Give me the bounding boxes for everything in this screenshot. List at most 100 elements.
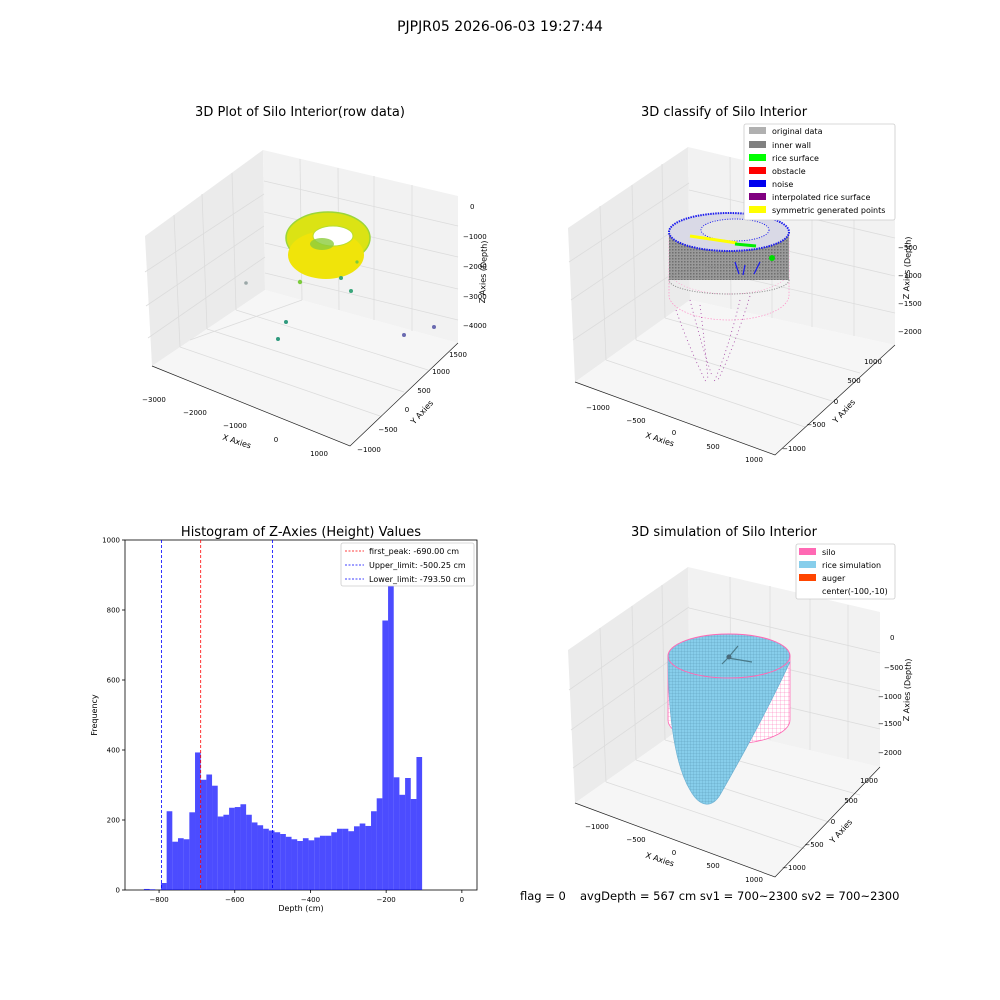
cls-silo xyxy=(668,212,790,383)
hist-bar xyxy=(291,839,298,890)
sim-axes xyxy=(574,766,881,878)
hist-bar xyxy=(189,812,196,890)
hist-ylabel: Frequency xyxy=(90,694,99,736)
hist-bar xyxy=(240,804,247,890)
raw-point xyxy=(284,320,288,324)
hist-bar xyxy=(410,799,417,890)
hist-bars xyxy=(143,559,423,890)
cls-legend-swatch xyxy=(749,127,766,134)
raw-ztick: −1000 xyxy=(463,233,487,241)
hist-bar xyxy=(251,822,258,890)
raw-ytick: −1000 xyxy=(357,446,381,454)
hist-ytick-label: 800 xyxy=(107,607,120,615)
sim-xtick: −500 xyxy=(626,836,645,844)
hist-bar xyxy=(263,828,269,890)
sim-ztick: −500 xyxy=(884,664,903,672)
hist-bar xyxy=(212,785,218,890)
raw-ztick: −3000 xyxy=(463,293,487,301)
cls-legend-swatch xyxy=(749,154,766,161)
hist-ytick-label: 400 xyxy=(107,747,120,755)
hist-bar xyxy=(405,778,411,890)
raw-point xyxy=(244,281,248,285)
hist-bar xyxy=(229,807,235,890)
sim-ytick: 1000 xyxy=(860,777,878,785)
hist-legend-label: Upper_limit: -500.25 cm xyxy=(369,561,466,570)
cls-legend-swatch xyxy=(749,180,766,187)
cls-ztick: −1000 xyxy=(898,272,922,280)
raw-ytick: 0 xyxy=(405,406,409,414)
hist-bar xyxy=(336,828,343,890)
sim-xtick: 500 xyxy=(706,862,719,870)
cls-ytick: −1000 xyxy=(782,445,806,453)
hist-bar xyxy=(206,774,213,890)
panel-raw-title: 3D Plot of Silo Interior(row data) xyxy=(195,105,405,120)
hist-bar xyxy=(160,883,167,890)
sim-legend-swatch xyxy=(799,574,816,581)
raw-point xyxy=(297,279,303,285)
hist-bar xyxy=(371,811,377,890)
hist-bar xyxy=(149,889,156,890)
hist-ytick-label: 1000 xyxy=(102,537,120,545)
cls-ztick: −500 xyxy=(898,244,917,252)
hist-bar xyxy=(319,835,326,890)
raw-xtick: 1000 xyxy=(310,450,328,458)
hist-bar xyxy=(348,831,354,890)
panel-histogram: Histogram of Z-Axies (Height) Values −80… xyxy=(90,525,478,913)
hist-xtick-label: 0 xyxy=(460,896,464,904)
cls-xtick: 1000 xyxy=(745,456,763,464)
cls-legend-label: inner wall xyxy=(772,141,811,150)
raw-xtick: −3000 xyxy=(142,396,166,404)
sim-legend: silo rice simulation auger center(-100,-… xyxy=(795,543,896,600)
cls-xlabel: X Axies xyxy=(644,431,675,449)
sim-legend-label: rice simulation xyxy=(822,561,881,570)
raw-ytick: 1000 xyxy=(432,368,450,376)
figure-suptitle: PJPJR05 2026-06-03 19:27:44 xyxy=(397,19,603,35)
hist-bar xyxy=(342,828,349,890)
cls-legend-label: noise xyxy=(772,180,793,189)
cls-legend-label: original data xyxy=(772,127,823,136)
cls-pane-floor xyxy=(575,300,895,455)
sim-title: 3D simulation of Silo Interior xyxy=(631,525,818,540)
panel-simulation-3d: 3D simulation of Silo Interior silo rice… xyxy=(568,525,913,884)
sim-legend-swatch xyxy=(799,561,816,568)
sim-xlabel: X Axies xyxy=(644,851,675,869)
sim-legend-swatch xyxy=(799,548,816,555)
hist-bar xyxy=(416,757,423,890)
cls-xtick: −500 xyxy=(626,417,645,425)
hist-ytick-label: 200 xyxy=(107,817,120,825)
cls-interp-funnel xyxy=(675,295,751,383)
sim-legend-box xyxy=(795,543,896,600)
sim-silo xyxy=(667,633,791,805)
cls-ztick: −1500 xyxy=(898,300,922,308)
raw-ytick: 500 xyxy=(417,387,430,395)
hist-bar xyxy=(382,620,389,890)
hist-bar xyxy=(223,814,230,890)
cls-ztick: −2000 xyxy=(898,328,922,336)
raw-ytick: 1500 xyxy=(449,351,467,359)
cls-rice-surface xyxy=(734,242,757,248)
raw-ztick: −4000 xyxy=(463,322,487,330)
hist-lines xyxy=(161,540,273,890)
hist-bar xyxy=(388,559,394,890)
raw-pane-left xyxy=(145,150,265,366)
cls-legend-swatch xyxy=(749,206,766,213)
hist-bar xyxy=(280,834,286,890)
sim-pane-left xyxy=(568,567,690,803)
hist-bar xyxy=(172,841,178,890)
raw-point xyxy=(349,289,353,293)
hist-bar xyxy=(274,832,281,890)
sim-ytick: 0 xyxy=(831,818,835,826)
cls-wall-bottom xyxy=(668,265,790,295)
hist-bar xyxy=(195,752,201,890)
footer-avg-depth: avgDepth = 567 cm sv1 = 700~2300 sv2 = 7… xyxy=(580,889,899,903)
hist-bar xyxy=(143,888,150,890)
sim-xtick: −1000 xyxy=(585,823,609,831)
raw-axes xyxy=(151,342,459,447)
cls-legend-label: interpolated rice surface xyxy=(772,193,870,202)
cls-legend-swatch xyxy=(749,141,766,148)
cls-zlabel: Z Axies (Depth) xyxy=(902,236,913,299)
raw-point xyxy=(432,325,436,329)
cls-legend-swatch xyxy=(749,193,766,200)
raw-point xyxy=(339,276,343,280)
